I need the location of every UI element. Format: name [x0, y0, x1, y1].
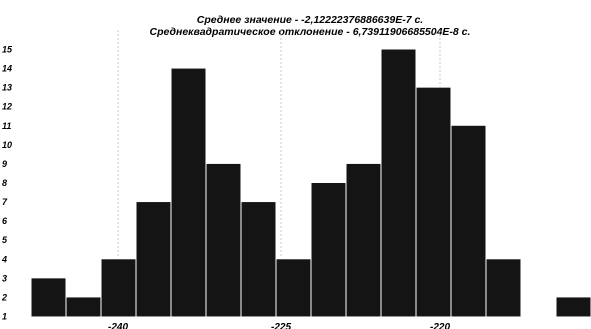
y-tick-label-15: 15: [2, 45, 13, 55]
y-tick-label-14: 14: [2, 64, 12, 74]
y-tick-label-9: 9: [2, 159, 7, 169]
y-tick-label-6: 6: [2, 216, 8, 226]
y-tick-label-7: 7: [2, 197, 8, 207]
histogram-bar-11: [415, 86, 452, 318]
y-tick-label-5: 5: [2, 235, 8, 245]
chart-title: Среднее значение - -2,12222376886639E-7 …: [196, 14, 424, 26]
x-tick-label-0: -240: [108, 322, 128, 329]
histogram-bar-0: [30, 277, 67, 318]
histogram-bar-14: [520, 315, 557, 318]
histogram-bar-4: [170, 67, 207, 318]
histogram-bar-10: [380, 48, 417, 318]
chart-title-block: Среднее значение - -2,12222376886639E-7 …: [0, 14, 591, 38]
y-tick-label-8: 8: [2, 178, 7, 188]
y-tick-label-2: 2: [1, 292, 7, 302]
histogram-bar-9: [345, 162, 382, 318]
histogram-bar-12: [450, 124, 487, 318]
y-tick-label-3: 3: [2, 273, 7, 283]
chart-subtitle: Среднеквадратическое отклонение - 6,7391…: [149, 26, 471, 38]
y-tick-label-10: 10: [2, 140, 12, 150]
histogram-bar-2: [100, 258, 137, 318]
histogram-bar-3: [135, 201, 172, 318]
x-tick-label-1: -225: [271, 322, 291, 329]
histogram-bar-7: [275, 258, 312, 318]
histogram-bar-6: [240, 201, 277, 318]
y-tick-label-4: 4: [1, 254, 7, 264]
y-tick-label-13: 13: [2, 83, 12, 93]
x-tick-label-2: -220: [430, 322, 450, 329]
histogram-bar-15: [555, 296, 591, 318]
histogram-bar-5: [205, 162, 242, 318]
histogram-bar-13: [485, 258, 522, 318]
y-tick-label-12: 12: [2, 102, 12, 112]
histogram-bar-8: [310, 182, 347, 318]
histogram-bar-1: [65, 296, 102, 318]
y-tick-label-11: 11: [2, 121, 11, 131]
y-tick-label-1: 1: [2, 312, 7, 322]
